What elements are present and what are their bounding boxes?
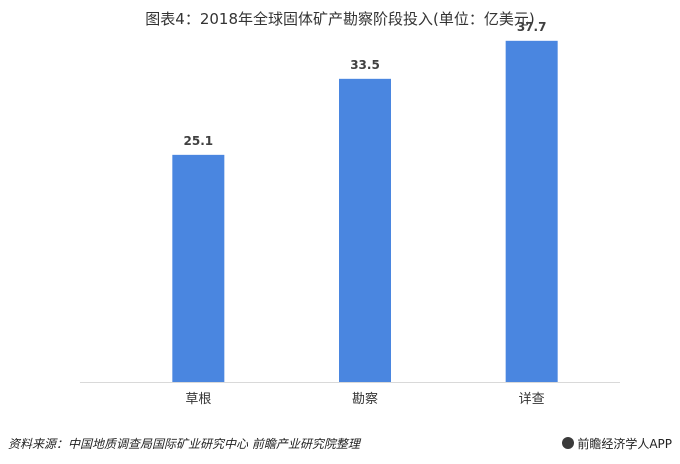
brand: 前瞻经济学人APP [562,435,672,452]
data-label-1: 25.1 [184,134,214,148]
category-label-2: 勘察 [352,392,378,407]
bar-2 [339,78,391,382]
category-label-3: 详查 [519,392,545,407]
data-label-2: 33.5 [350,58,380,72]
category-label-1: 草根 [185,392,211,407]
qianzhan-logo-icon [562,437,575,449]
source-note: 资料来源：中国地质调查局国际矿业研究中心 前瞻产业研究院整理 [8,437,360,451]
bar-3 [505,40,558,382]
bar-1 [172,154,225,382]
labels-layer: 25.1 草根 33.5 勘察 37.7 详查 [184,20,547,407]
chart-title: 图表4：2018年全球固体矿产勘察阶段投入(单位：亿美元) [145,10,535,28]
data-label-3: 37.7 [517,20,547,34]
footer: 资料来源：中国地质调查局国际矿业研究中心 前瞻产业研究院整理 前瞻经济学人APP [0,431,680,464]
brand-name: 前瞻经济学人APP [577,437,672,451]
bars-layer [172,40,558,382]
